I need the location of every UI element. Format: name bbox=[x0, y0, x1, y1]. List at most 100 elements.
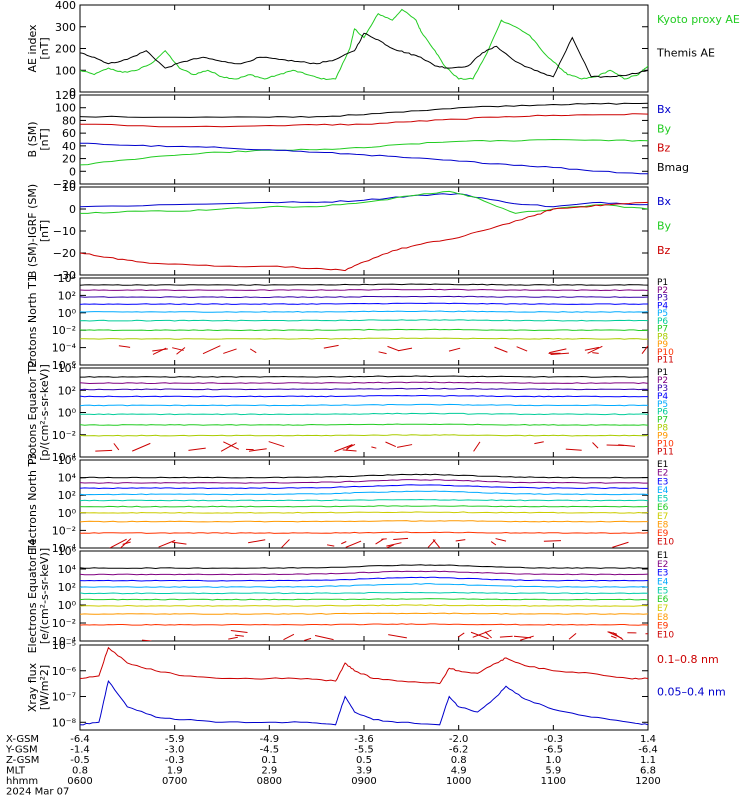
y-tick-label: 10⁻⁴ bbox=[52, 542, 77, 555]
flux-channel-line bbox=[80, 505, 648, 508]
flux-fragment bbox=[248, 448, 267, 452]
y-axis-unit: [e/(cm²-s-sr-keV)] bbox=[38, 548, 51, 644]
legend-entry: E9 bbox=[657, 622, 669, 632]
series-line bbox=[80, 138, 648, 166]
footer-value: -4.5 bbox=[260, 745, 280, 756]
y-tick-label: 10² bbox=[58, 289, 76, 302]
legend-entry: P6 bbox=[657, 408, 668, 418]
flux-fragment bbox=[385, 441, 396, 448]
series-line bbox=[80, 32, 648, 78]
plot-area bbox=[80, 375, 648, 453]
footer-value: 1.1 bbox=[640, 755, 656, 766]
y-tick-label: −20 bbox=[53, 247, 76, 260]
flux-channel-line bbox=[80, 337, 648, 340]
legend-entry: E8 bbox=[657, 520, 669, 530]
series-line bbox=[80, 113, 648, 128]
y-tick-label: 10⁻⁸ bbox=[52, 716, 77, 729]
y-tick-label: 120 bbox=[55, 89, 76, 102]
plot-area bbox=[80, 646, 648, 726]
flux-fragment bbox=[248, 539, 266, 544]
flux-fragment bbox=[375, 538, 385, 545]
y-tick-label: 10⁴ bbox=[58, 272, 77, 285]
flux-fragment bbox=[326, 544, 335, 547]
panel-frame bbox=[79, 367, 649, 458]
flux-fragment bbox=[608, 631, 617, 635]
footer-value: 1200 bbox=[635, 776, 660, 787]
legend: Bx By Bz bbox=[657, 195, 672, 257]
flux-fragment bbox=[495, 538, 507, 542]
y-tick-label: 10² bbox=[58, 384, 76, 397]
y-axis-label: Electrons North T3 bbox=[26, 453, 39, 555]
footer-value: 5.9 bbox=[545, 766, 561, 777]
legend-entry: P2 bbox=[657, 286, 668, 296]
panel-frame bbox=[79, 644, 649, 731]
flux-channel-line bbox=[80, 479, 648, 484]
flux-fragment bbox=[499, 635, 513, 638]
flux-fragment bbox=[592, 442, 599, 449]
flux-channel-line bbox=[80, 328, 648, 332]
legend-entry: P11 bbox=[657, 447, 674, 457]
flux-channel-line bbox=[80, 375, 648, 378]
flux-channel-line bbox=[80, 564, 648, 570]
footer-value: -0.3 bbox=[544, 734, 564, 745]
y-tick-label: 400 bbox=[55, 0, 76, 12]
y-tick-label: 10⁶ bbox=[58, 545, 77, 558]
legend: Bx By Bz Bmag bbox=[657, 103, 689, 174]
plot-area bbox=[80, 190, 648, 272]
flux-fragment bbox=[323, 344, 339, 349]
legend-entry: E3 bbox=[657, 569, 668, 579]
panel-5: 10⁻⁴ 10⁻² 10⁰ 10² 10⁴ Protons Equator T2 [p/(c… bbox=[26, 360, 674, 465]
footer-value: -0.5 bbox=[70, 755, 90, 766]
series-line bbox=[80, 190, 648, 214]
legend-entry: P11 bbox=[657, 356, 674, 366]
flux-channel-line bbox=[80, 381, 648, 385]
y-tick-label: 10² bbox=[58, 581, 76, 594]
flux-fragment bbox=[393, 537, 409, 541]
flux-fragment bbox=[387, 345, 400, 352]
legend-entry: Kyoto proxy AE bbox=[657, 13, 740, 26]
flux-fragment bbox=[587, 345, 603, 354]
legend-entry: P3 bbox=[657, 294, 668, 304]
panel-6: 10⁻⁴ 10⁻² 10⁰ 10² 10⁴ 10⁶ Electrons North T3 E1… bbox=[26, 453, 674, 555]
flux-fragment bbox=[95, 449, 113, 452]
legend-entry: Themis AE bbox=[656, 46, 715, 59]
flux-fragment bbox=[484, 631, 492, 639]
y-tick-label: 80 bbox=[62, 114, 76, 127]
legend-entry: Bx bbox=[657, 195, 672, 208]
flux-fragment bbox=[152, 347, 167, 355]
footer-value: 0.5 bbox=[356, 755, 372, 766]
footer-value: 0800 bbox=[257, 776, 282, 787]
legend-entry: E7 bbox=[657, 512, 668, 522]
panel-7: 10⁻⁴ 10⁻² 10⁰ 10² 10⁴ 10⁶ Electrons Equator T4… bbox=[26, 539, 674, 654]
footer-value: 0.1 bbox=[261, 755, 277, 766]
flux-channel-line bbox=[80, 604, 648, 607]
y-axis-label: AE index bbox=[26, 24, 39, 73]
legend-entry: E6 bbox=[657, 595, 669, 605]
flux-channel-line bbox=[80, 498, 648, 502]
y-axis-unit: [nT] bbox=[38, 37, 51, 59]
flux-fragment bbox=[549, 348, 567, 354]
legend-entry: P7 bbox=[657, 416, 668, 426]
footer-value: 1.9 bbox=[167, 766, 183, 777]
footer-row-label: hhmm bbox=[6, 776, 38, 787]
flux-channel-line bbox=[80, 434, 648, 437]
flux-channel-line bbox=[80, 288, 648, 292]
y-axis-unit: [nT] bbox=[38, 220, 51, 242]
flux-fragment bbox=[230, 629, 248, 633]
y-tick-label: 40 bbox=[62, 140, 76, 153]
flux-fragment bbox=[607, 631, 622, 639]
flux-fragment bbox=[220, 442, 237, 452]
flux-fragment bbox=[118, 345, 131, 348]
flux-channel-line bbox=[80, 403, 648, 407]
flux-channel-line bbox=[80, 484, 648, 490]
panel-1: 0 100 200 300 400 AE index [nT] Kyoto proxy AE T… bbox=[26, 0, 740, 99]
flux-fragment bbox=[141, 639, 152, 641]
footer-value: -4.9 bbox=[260, 734, 280, 745]
y-tick-label: 10⁻² bbox=[52, 324, 76, 337]
flux-fragment bbox=[550, 352, 569, 356]
flux-fragment bbox=[202, 345, 221, 355]
y-tick-label: 10⁰ bbox=[58, 307, 77, 320]
